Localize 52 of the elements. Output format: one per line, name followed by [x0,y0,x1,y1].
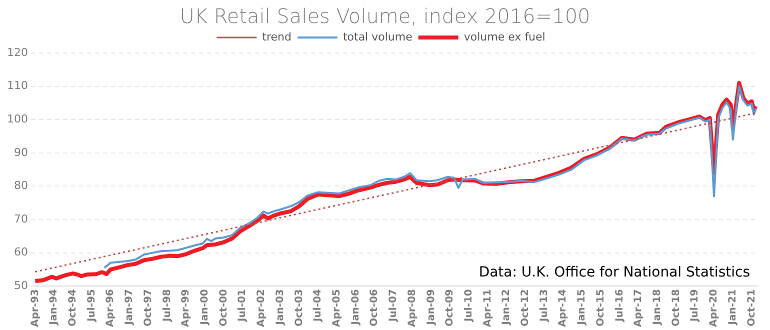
x-tick-label: Jan-03 [274,289,286,326]
annotation: Data: U.K. Office for National Statistics [478,264,750,281]
x-tick-label: Oct-94 [67,289,78,326]
y-tick-label: 90 [14,146,28,159]
x-tick-label: Jan-15 [576,289,588,326]
x-tick-label: Apr-96 [105,289,116,328]
x-tick-label: Jul-16 [614,289,626,322]
x-tick-label: Jan-00 [199,289,210,326]
y-tick-label: 110 [6,79,28,92]
x-tick-label: Oct-97 [142,289,154,326]
x-tick-label: Jul-98 [162,289,173,322]
x-tick-label: Jul-01 [237,289,248,322]
x-tick-label: Jan-12 [501,289,512,326]
x-tick-label: Jan-97 [124,289,136,326]
x-tick-label: Oct-21 [746,289,758,326]
x-tick-label: Jul-19 [690,289,701,322]
y-tick-label: 80 [14,179,28,192]
y-tick-label: 70 [14,212,28,226]
x-tick-label: Apr-02 [256,289,268,328]
x-tick-label: Jan-21 [727,289,738,326]
x-tick-label: Apr-20 [708,289,720,328]
x-tick-label: Apr-93 [30,289,41,328]
x-tick-label: Oct-09 [444,289,456,326]
x-tick-label: Oct-12 [520,289,532,326]
legend-label: total volume [342,30,413,44]
x-tick-label: Apr-14 [558,289,569,328]
x-tick-label: Jan-94 [48,289,60,326]
x-tick-label: Apr-17 [633,289,644,328]
y-tick-label: 60 [14,246,28,259]
x-tick-label: Jul-04 [312,289,324,322]
legend-label: volume ex fuel [464,30,546,44]
x-tick-label: Jul-13 [538,289,550,322]
y-tick-label: 100 [6,112,28,126]
legend-label: trend [262,30,292,44]
x-tick-label: Oct-15 [595,289,606,326]
chart-title: UK Retail Sales Volume, index 2016=100 [178,4,592,28]
x-tick-label: Apr-11 [482,289,494,328]
x-tick-label: Apr-05 [331,289,342,328]
x-tick-label: Oct-00 [218,289,230,326]
x-tick-label: Jan-06 [350,289,362,326]
x-tick-label: Jan-09 [426,289,437,326]
x-tick-label: Apr-08 [406,289,418,328]
x-tick-label: Jul-95 [86,289,98,322]
x-tick-label: Jul-07 [388,289,400,322]
x-tick-label: Jul-10 [463,289,474,322]
x-tick-label: Apr-99 [180,289,192,328]
x-tick-label: Oct-06 [369,289,380,326]
x-tick-label: Oct-03 [294,289,305,326]
y-tick-label: 50 [14,278,28,292]
x-tick-label: Oct-18 [670,289,682,326]
y-tick-label: 120 [6,46,28,59]
x-tick-label: Jan-18 [652,289,664,326]
